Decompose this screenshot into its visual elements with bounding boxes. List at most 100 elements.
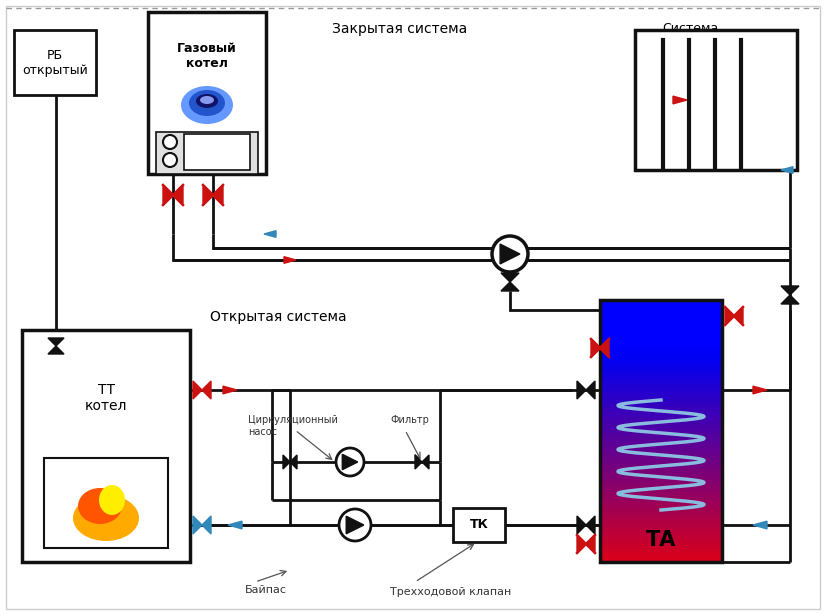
Polygon shape — [734, 307, 743, 325]
Bar — [600, 489, 722, 493]
Bar — [148, 12, 266, 174]
Bar — [600, 469, 722, 474]
Polygon shape — [781, 295, 799, 304]
Polygon shape — [725, 307, 734, 325]
Polygon shape — [586, 381, 595, 399]
Polygon shape — [202, 516, 211, 534]
Ellipse shape — [99, 485, 125, 515]
Bar — [600, 300, 722, 562]
Bar — [600, 437, 722, 441]
Bar — [600, 325, 722, 330]
Bar — [600, 335, 722, 339]
Polygon shape — [673, 96, 687, 104]
Circle shape — [336, 448, 364, 476]
Bar — [600, 466, 722, 470]
Bar — [600, 375, 722, 379]
Ellipse shape — [181, 86, 233, 124]
Polygon shape — [591, 339, 600, 357]
Polygon shape — [48, 346, 64, 354]
Bar — [600, 352, 722, 355]
Bar — [600, 558, 722, 562]
Text: ТК: ТК — [470, 518, 488, 531]
Bar — [600, 355, 722, 359]
Bar — [22, 330, 190, 562]
Bar — [600, 391, 722, 395]
Bar — [600, 483, 722, 486]
Bar — [600, 424, 722, 427]
Bar — [600, 532, 722, 536]
Bar — [635, 30, 797, 170]
Bar — [600, 518, 722, 523]
Polygon shape — [577, 516, 586, 534]
Bar — [600, 493, 722, 496]
Bar — [600, 365, 722, 369]
Bar — [184, 134, 250, 170]
Bar — [44, 458, 168, 548]
Ellipse shape — [189, 90, 225, 116]
Polygon shape — [577, 535, 586, 553]
Bar — [600, 512, 722, 516]
Polygon shape — [500, 244, 520, 264]
Polygon shape — [753, 386, 767, 394]
Bar — [600, 303, 722, 306]
Bar — [600, 434, 722, 437]
Bar — [600, 525, 722, 530]
Polygon shape — [163, 185, 173, 205]
Text: Открытая система: Открытая система — [210, 310, 347, 324]
Text: РБ
открытый: РБ открытый — [22, 49, 88, 76]
Bar — [600, 528, 722, 533]
Bar — [14, 30, 96, 95]
Polygon shape — [202, 381, 211, 399]
Text: ТА: ТА — [646, 530, 676, 550]
Bar — [600, 417, 722, 421]
Bar — [600, 440, 722, 444]
Bar — [600, 362, 722, 365]
Circle shape — [163, 135, 177, 149]
Polygon shape — [600, 339, 609, 357]
Bar — [600, 397, 722, 402]
Bar — [600, 414, 722, 418]
Polygon shape — [415, 455, 422, 469]
Bar — [600, 387, 722, 392]
Bar — [453, 508, 505, 542]
Bar — [600, 459, 722, 464]
Polygon shape — [290, 455, 297, 469]
Polygon shape — [203, 185, 213, 205]
Polygon shape — [193, 516, 202, 534]
Bar — [600, 319, 722, 323]
Bar — [600, 548, 722, 552]
Bar — [600, 394, 722, 399]
Bar — [600, 401, 722, 405]
Bar — [600, 315, 722, 320]
Text: Закрытая система: Закрытая система — [332, 22, 468, 36]
Bar — [600, 535, 722, 539]
Bar — [600, 502, 722, 506]
Text: Циркуляционный
насос: Циркуляционный насос — [248, 415, 338, 437]
Bar — [600, 545, 722, 549]
Bar — [600, 430, 722, 434]
Polygon shape — [193, 381, 202, 399]
Bar — [600, 328, 722, 333]
Bar — [600, 506, 722, 510]
Bar — [600, 378, 722, 382]
Circle shape — [339, 509, 371, 541]
Bar — [600, 463, 722, 467]
Polygon shape — [173, 185, 183, 205]
Bar — [600, 555, 722, 558]
Bar — [600, 368, 722, 372]
Bar — [600, 342, 722, 346]
Bar — [600, 552, 722, 555]
Polygon shape — [342, 454, 358, 470]
Polygon shape — [264, 231, 276, 237]
Bar — [600, 371, 722, 375]
Bar — [600, 404, 722, 408]
Bar — [600, 443, 722, 447]
Bar — [156, 132, 258, 174]
Bar — [600, 300, 722, 303]
Polygon shape — [48, 338, 64, 346]
Bar — [600, 348, 722, 352]
Text: Газовый
котел: Газовый котел — [177, 42, 237, 70]
Bar — [600, 486, 722, 490]
Polygon shape — [422, 455, 429, 469]
Bar — [600, 407, 722, 411]
